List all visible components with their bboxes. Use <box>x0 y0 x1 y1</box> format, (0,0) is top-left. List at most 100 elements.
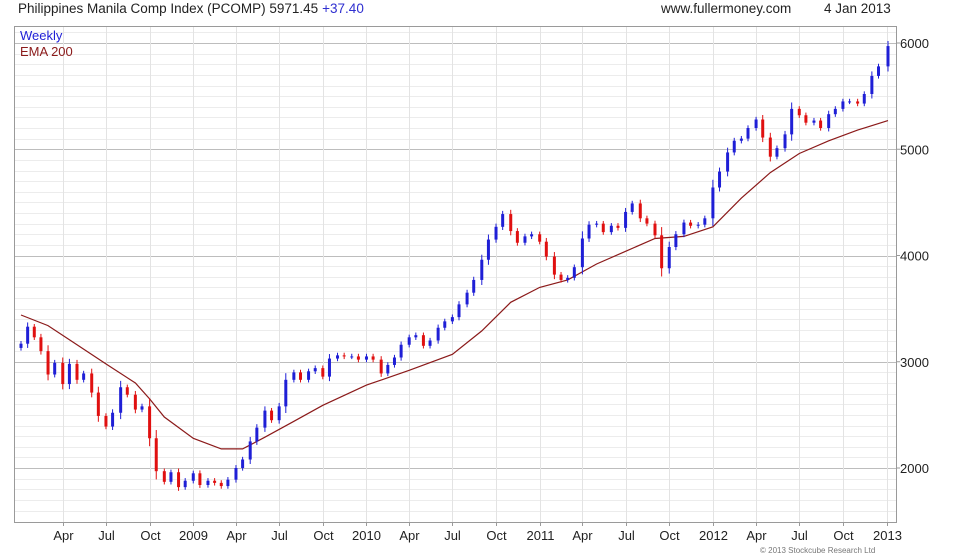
x-tick-label: Jul <box>791 528 808 543</box>
x-tick-label: Jul <box>618 528 635 543</box>
candle <box>457 301 461 321</box>
candle <box>630 200 634 215</box>
candle <box>313 365 317 374</box>
candle <box>638 199 642 223</box>
candle <box>226 477 230 489</box>
candle-body <box>552 256 556 275</box>
candle <box>580 231 584 275</box>
candle <box>660 227 664 277</box>
x-tick-label: 2011 <box>527 528 555 543</box>
candle-body <box>436 327 440 341</box>
candle <box>667 241 671 274</box>
candle-body <box>450 317 454 322</box>
candle <box>292 369 296 383</box>
candle <box>46 345 50 381</box>
chart-date: 4 Jan 2013 <box>824 1 891 16</box>
candle-body <box>819 120 823 128</box>
candle <box>616 223 620 231</box>
candle-body <box>133 394 137 410</box>
candle-body <box>46 351 50 375</box>
candle-body <box>682 222 686 235</box>
candle <box>61 357 65 390</box>
candle <box>299 369 303 383</box>
candle-body <box>414 335 418 338</box>
candle <box>75 359 79 384</box>
candle-body <box>241 459 245 468</box>
candle <box>841 98 845 112</box>
candle <box>263 406 267 432</box>
candle-body <box>718 171 722 188</box>
candle-body <box>667 247 671 269</box>
candle-body <box>775 148 779 157</box>
candle <box>183 478 187 490</box>
candle-body <box>379 359 383 374</box>
candle-body <box>443 321 447 328</box>
candle <box>739 135 743 144</box>
x-tick-label: Apr <box>53 528 74 543</box>
x-tick-label: Jul <box>98 528 115 543</box>
candle <box>67 358 71 390</box>
candle-body <box>812 120 816 123</box>
x-tick-label: 2009 <box>179 528 208 543</box>
site-link[interactable]: www.fullermoney.com <box>661 1 792 16</box>
candle-body <box>870 75 874 94</box>
candle <box>414 332 418 340</box>
candle-body <box>739 138 743 141</box>
candle-body <box>624 211 628 228</box>
x-tick-label: 2013 <box>873 528 902 543</box>
candle <box>465 289 469 308</box>
candle <box>783 130 787 152</box>
candle-body <box>407 337 411 345</box>
candle <box>870 71 874 99</box>
candle-body <box>162 471 166 482</box>
candle <box>886 41 890 72</box>
candle-body <box>154 438 158 472</box>
candle-body <box>616 225 620 228</box>
candle-body <box>53 362 57 375</box>
candle <box>682 219 686 238</box>
candle-body <box>39 337 43 352</box>
x-tick-label: Oct <box>486 528 507 543</box>
candle-body <box>674 234 678 247</box>
candle <box>501 210 505 230</box>
candle <box>819 117 823 131</box>
candle <box>703 215 707 228</box>
y-tick-label: 2000 <box>900 461 929 476</box>
candle-body <box>219 482 223 487</box>
candle-body <box>336 355 340 359</box>
candle-body <box>566 277 570 280</box>
candle <box>111 409 115 431</box>
candle <box>436 324 440 344</box>
candle <box>530 231 534 240</box>
candle <box>39 333 43 355</box>
candle <box>812 117 816 126</box>
candle <box>392 354 396 368</box>
candle <box>775 145 779 160</box>
candle <box>848 98 852 105</box>
candle <box>797 106 801 118</box>
candle <box>552 252 556 280</box>
candle-body <box>768 137 772 157</box>
candle-body <box>726 152 730 172</box>
candle-body <box>601 223 605 233</box>
candle <box>133 390 137 414</box>
candle <box>407 334 411 348</box>
candle-body <box>321 368 325 377</box>
index-change: +37.40 <box>322 1 364 16</box>
candle <box>877 63 881 79</box>
candle <box>284 373 288 414</box>
candle-body <box>342 355 346 357</box>
y-axis: 2000 3000 4000 5000 6000 <box>896 36 929 476</box>
candle-body <box>421 335 425 346</box>
chart-header: Philippines Manila Comp Index (PCOMP) 59… <box>0 0 980 20</box>
candle <box>480 254 484 285</box>
candle-body <box>292 372 296 380</box>
candle-body <box>457 304 461 318</box>
legend-weekly: Weekly <box>20 28 63 43</box>
candle-body <box>299 372 303 380</box>
candle-body <box>856 101 860 104</box>
candle-body <box>523 236 527 243</box>
candle-body <box>501 214 505 227</box>
candle-body <box>428 340 432 346</box>
